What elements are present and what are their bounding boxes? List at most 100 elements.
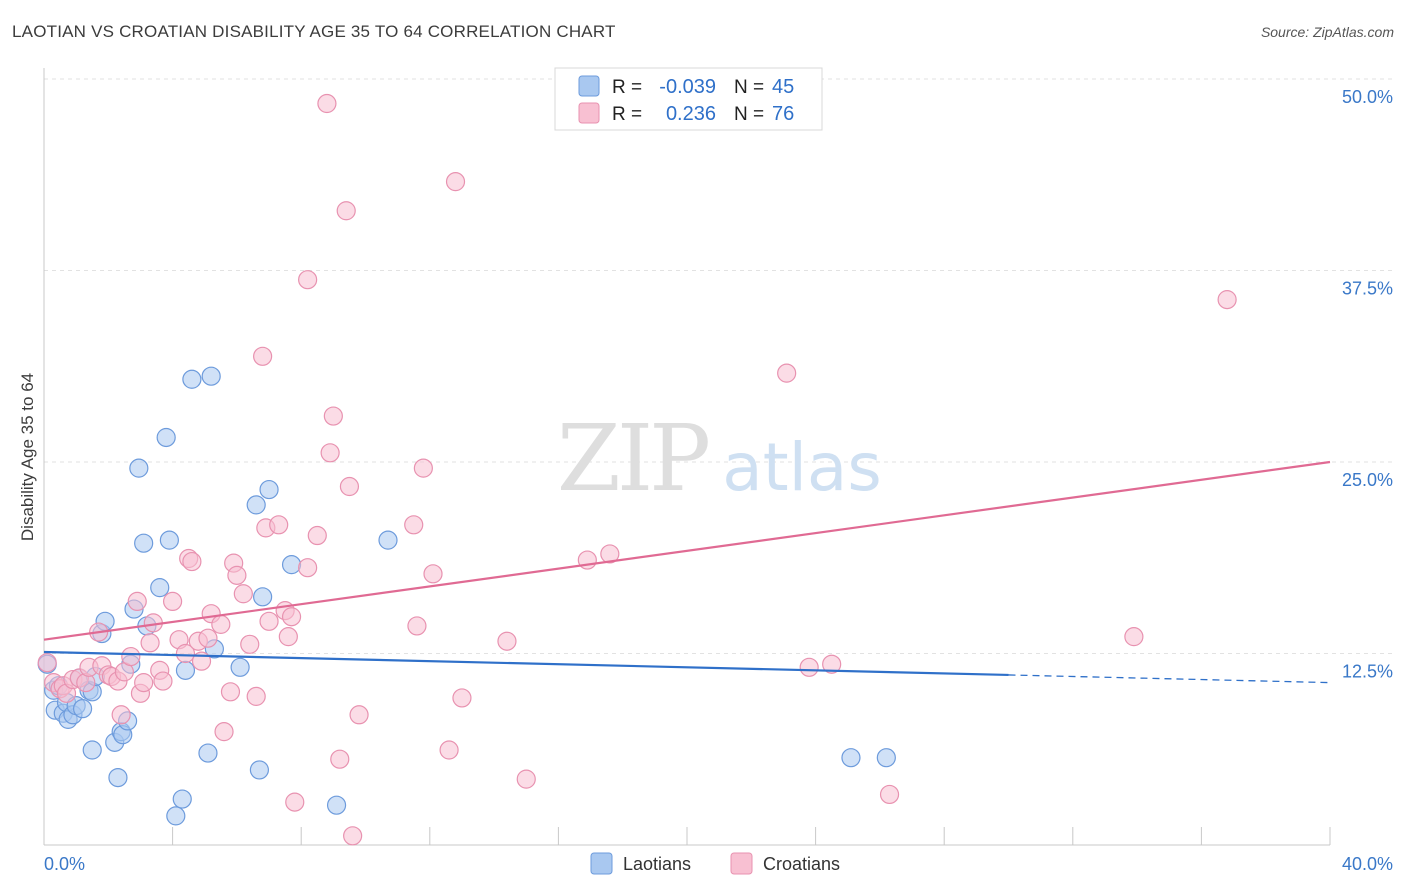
y-tick-label: 50.0% [1342,87,1393,107]
croatian-point [452,688,472,708]
croatian-point [822,654,842,674]
laotian-point [182,369,202,389]
chart-title: LAOTIAN VS CROATIAN DISABILITY AGE 35 TO… [12,22,616,41]
watermark-zip: ZIP [557,405,708,512]
croatian-point [298,558,318,578]
legend-r-value-croatian: 0.236 [666,103,716,125]
laotian-point [175,660,196,680]
legend-n-label-laotian: N = [734,77,764,98]
croatian-point [211,614,231,634]
y-tick-label: 25.0% [1342,470,1393,490]
laotian-point [230,657,250,677]
legend-n-value-croatian: 76 [772,103,794,125]
laotian-point [82,740,102,760]
croatian-point [253,346,273,366]
croatian-trend-line [43,460,1331,641]
croatian-point [497,631,517,651]
croatian-point [175,643,196,664]
source-label: Source: ZipAtlas.com [1260,24,1394,40]
croatian-point [320,443,340,463]
laotian-point [246,495,266,515]
croatian-point [259,611,279,631]
gridlines [44,78,1393,654]
croatian-point [799,657,819,677]
watermark-atlas: atlas [722,429,882,506]
croatian-point [233,584,253,604]
croatian-point [1124,627,1144,647]
croatian-point [349,705,369,725]
trend-lines [43,460,1331,684]
croatian-point [134,673,154,693]
croatian-point [285,792,305,812]
x-ticks [43,827,1331,845]
croatian-point [278,627,298,647]
laotian-point [249,760,270,780]
croatian-point [121,646,141,667]
legend-n-value-laotian: 45 [772,76,794,98]
laotian-point [253,587,273,607]
croatian-point [600,544,620,564]
y-tick-label: 12.5% [1342,662,1393,682]
croatian-point [336,201,356,221]
laotian-point [281,555,302,575]
laotian-point [156,427,176,448]
x-tick-label-min: 0.0% [44,854,85,874]
croatian-point [153,671,173,691]
croatian-point [298,270,318,290]
croatian-point [307,525,327,546]
laotian-point [108,767,128,788]
croatian-point [407,616,427,636]
y-axis-label: Disability Age 35 to 64 [18,373,37,541]
laotian-point [159,530,179,550]
x-tick-label-max: 40.0% [1342,854,1393,874]
series-legend: Laotians Croatians [590,852,840,875]
croatian-point [37,653,57,673]
laotian-trend-line-dashed [1008,674,1331,684]
watermark: ZIP atlas [557,405,882,512]
bottom-legend-label-laotian: Laotians [623,854,691,874]
croatian-point [214,722,234,742]
croatian-point [111,705,131,725]
bottom-legend-swatch-laotian [590,852,613,875]
legend-r-label-croatian: R = [612,104,642,125]
laotian-point [166,806,186,826]
croatian-point [127,591,147,612]
legend-swatch-croatian [578,102,600,124]
croatian-point [220,682,241,702]
laotian-point [201,366,221,386]
laotian-point [326,795,347,815]
croatian-point [413,458,433,478]
croatian-point [445,172,466,192]
croatian-point [163,591,183,612]
correlation-legend: R = -0.039 N = 45 R = 0.236 N = 76 [554,67,823,131]
croatian-point [879,784,900,805]
croatian-point [423,564,443,584]
croatian-point [281,607,302,627]
laotian-point [134,533,154,553]
croatian-point [198,628,218,648]
croatian-point [330,749,350,769]
croatian-point [317,93,337,114]
croatian-point [777,363,797,383]
y-tick-label: 37.5% [1342,279,1393,299]
laotian-point [72,699,93,719]
laotian-point [172,789,192,809]
croatian-point [140,633,160,653]
croatian-point [269,515,289,535]
bottom-legend-swatch-croatian [730,852,753,875]
legend-r-value-laotian: -0.039 [659,76,716,98]
laotian-point [198,743,218,763]
croatian-point [182,551,202,572]
laotian-trend-line [43,650,1009,677]
croatian-point [516,769,536,789]
croatian-point [439,740,459,760]
laotian-point [876,748,896,768]
croatian-point [1217,290,1237,310]
laotian-point [259,479,279,500]
croatian-point [323,406,343,426]
croatian-point [246,686,266,706]
croatian-point [227,565,247,585]
croatian-point [240,634,260,654]
legend-swatch-laotian [578,75,600,97]
